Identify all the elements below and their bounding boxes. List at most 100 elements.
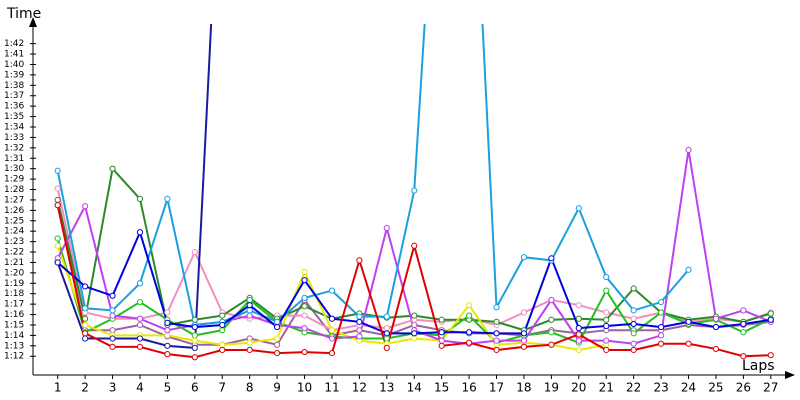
x-axis-arrow [785,371,795,379]
data-point [136,229,144,236]
data-point [603,316,610,323]
data-point [328,327,336,334]
data-point [411,187,418,194]
data-point [54,242,61,249]
data-point [82,203,89,210]
x-tick-label: 24 [681,381,696,395]
series-line [56,24,690,327]
y-tick-label: 1:40 [4,60,24,70]
data-point [246,307,253,314]
data-point [603,287,610,294]
data-point [465,329,473,336]
x-tick-label: 8 [246,381,254,395]
data-point [301,303,308,310]
data-point [191,316,198,323]
y-tick-label: 1:27 [4,195,24,205]
data-point [520,337,528,344]
x-tick-label: 15 [434,381,449,395]
data-point [575,302,582,309]
data-point [438,329,445,336]
data-point [54,259,61,266]
data-point [411,330,418,337]
data-point [575,346,582,354]
data-point [493,318,500,325]
data-point [54,235,61,242]
y-tick-label: 1:33 [4,133,24,143]
data-point [136,343,144,350]
data-point [630,315,637,322]
data-point [136,298,144,306]
data-point [219,312,226,319]
data-point [465,339,473,346]
data-point [356,318,363,325]
data-point [383,313,390,320]
x-tick-label: 2 [81,381,89,395]
y-tick-label: 1:18 [4,289,24,299]
data-point [657,298,665,306]
data-point [630,307,637,314]
data-point [54,185,61,192]
data-point [630,330,637,337]
x-tick-label: 19 [544,381,559,395]
data-point [411,312,418,319]
data-point [328,335,336,342]
x-axis-title: Laps [742,358,775,374]
data-point [191,354,198,361]
data-point [301,277,308,284]
data-point [712,345,720,353]
y-tick-label: 1:38 [4,81,24,91]
plot-area [54,24,774,361]
x-tick-label: 26 [736,381,751,395]
data-point [575,205,582,212]
data-point [438,342,445,349]
data-point [54,167,61,174]
x-tick-label: 9 [273,381,281,395]
data-point [82,335,89,342]
data-point [575,337,582,344]
x-tick-label: 18 [516,381,531,395]
data-point [603,309,610,316]
data-point [520,309,528,316]
data-point [82,315,89,322]
data-point [548,329,555,336]
data-point [356,313,363,320]
data-point [136,315,144,322]
x-tick-label: 12 [352,381,367,395]
data-point [520,330,528,337]
data-point [328,350,336,357]
data-point [575,331,582,338]
data-point [246,312,253,319]
data-point [136,321,144,329]
y-tick-label: 1:26 [4,206,24,216]
data-point [493,330,500,337]
data-point [575,315,582,322]
data-point [109,327,116,334]
data-point [465,312,473,319]
data-point [54,202,61,209]
y-tick-label: 1:32 [4,143,24,153]
data-point [383,224,390,232]
data-point [520,343,528,350]
data-point [301,268,308,275]
data-point [82,330,89,337]
data-point [219,327,226,334]
data-point [191,344,198,352]
x-tick-label: 17 [489,381,504,395]
x-tick-label: 14 [407,381,422,395]
data-point [411,335,418,342]
data-point [767,316,774,323]
data-point [82,305,89,312]
y-axis-title: Time [6,6,41,22]
data-point [356,327,363,334]
data-point [685,318,692,325]
x-tick-label: 20 [571,381,586,395]
y-tick-label: 1:23 [4,237,24,247]
data-point [383,330,390,337]
y-tick-label: 1:21 [4,258,24,268]
y-tick-label: 1:22 [4,248,24,258]
data-point [164,332,171,339]
data-point [109,343,116,350]
x-tick-label: 13 [379,381,394,395]
data-point [191,248,198,256]
